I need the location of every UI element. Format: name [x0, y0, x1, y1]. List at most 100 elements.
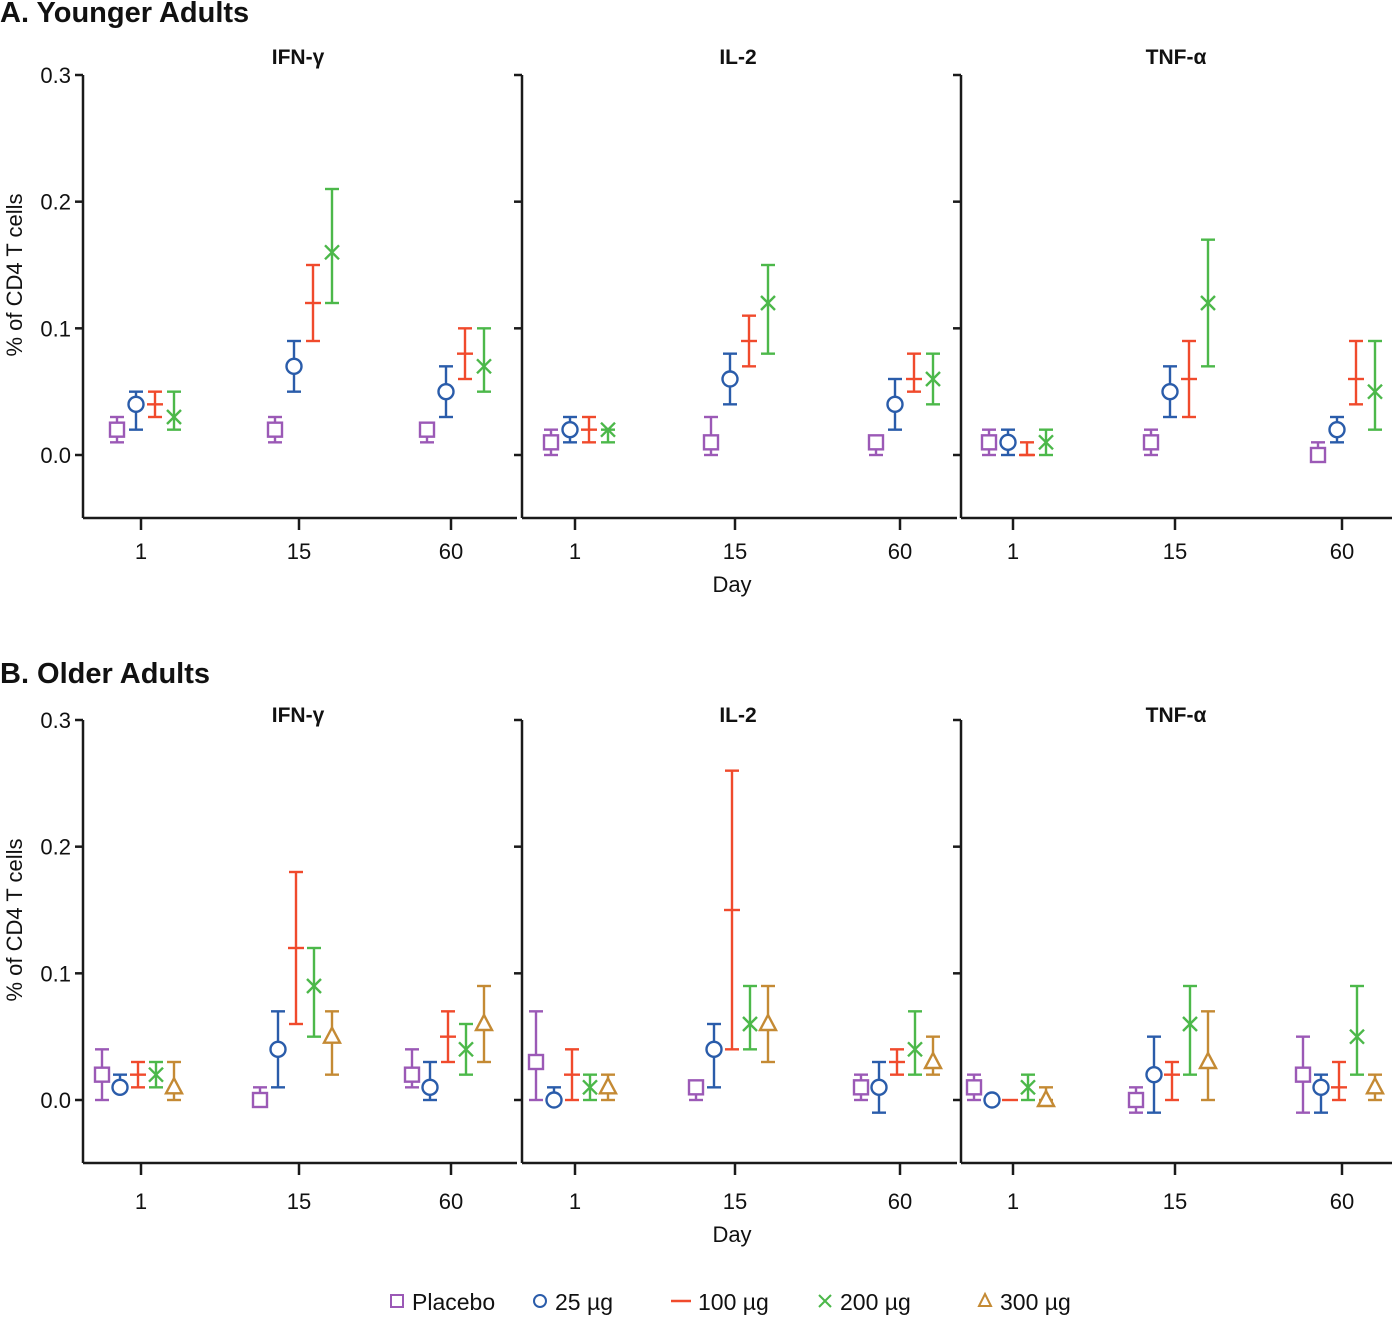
series-25-g — [545, 1022, 888, 1114]
data-point — [148, 1060, 164, 1089]
triangle-marker — [322, 1025, 342, 1044]
x-tick-label: 1 — [1007, 1189, 1019, 1214]
x-tick-label: 1 — [569, 1189, 581, 1214]
section-title: A. Younger Adults — [0, 0, 249, 29]
data-point — [852, 1073, 870, 1102]
circle-marker — [545, 1091, 563, 1109]
data-point — [886, 377, 904, 431]
panel-il-2: IL-2 1 15 60 — [514, 46, 957, 564]
y-tick-label: 0.0 — [40, 1088, 71, 1113]
data-point — [906, 352, 922, 393]
data-point — [1164, 1060, 1180, 1102]
x-marker — [600, 421, 616, 438]
triangle-marker — [598, 1075, 618, 1095]
square-marker — [1142, 434, 1160, 451]
data-point — [266, 415, 284, 444]
legend-item-25-g: 25 µg — [533, 1289, 613, 1315]
x-marker — [1200, 295, 1216, 311]
y-tick-label: 0.2 — [40, 835, 71, 860]
panel-title: IFN-γ — [272, 704, 325, 727]
data-point — [1349, 984, 1365, 1076]
x-tick-label: 15 — [723, 539, 747, 564]
y-tick-label: 0.2 — [40, 190, 71, 215]
triangle-marker — [1365, 1075, 1385, 1095]
series-100-g — [147, 263, 473, 419]
x-marker — [1038, 434, 1054, 451]
data-point — [889, 1048, 905, 1076]
x-tick-label: 60 — [1330, 539, 1354, 564]
legend-label: Placebo — [412, 1289, 495, 1315]
data-point — [907, 1010, 923, 1076]
data-point — [999, 428, 1017, 457]
data-point — [403, 1048, 421, 1089]
legend-item-200-g: 200 µg — [818, 1289, 911, 1315]
x-marker — [324, 244, 340, 261]
section-title: B. Older Adults — [0, 658, 210, 690]
triangle-icon — [977, 1291, 993, 1307]
data-point — [581, 415, 597, 444]
data-point — [1198, 1010, 1218, 1102]
x-marker — [582, 1079, 598, 1096]
data-point — [1200, 238, 1216, 368]
data-point — [542, 428, 560, 457]
square-marker — [1294, 1066, 1312, 1083]
circle-marker — [886, 395, 904, 414]
x-axis-label: Day — [712, 572, 751, 597]
series-200-g — [148, 946, 474, 1089]
series-placebo — [527, 1010, 870, 1102]
square-marker — [418, 421, 436, 438]
x-tick-label: 15 — [1163, 539, 1187, 564]
data-point — [1331, 1060, 1347, 1102]
data-point — [1294, 1035, 1312, 1114]
circle-marker — [705, 1040, 723, 1059]
data-point — [702, 415, 720, 457]
triangle-marker — [758, 1012, 778, 1032]
square-marker — [867, 434, 885, 451]
data-point — [758, 984, 778, 1064]
square-marker — [1309, 446, 1327, 464]
data-point — [724, 769, 740, 1051]
square-marker — [687, 1079, 705, 1096]
series-100-g — [1002, 1060, 1347, 1102]
data-point — [1127, 1086, 1145, 1114]
series-25-g — [561, 352, 904, 444]
circle-marker — [721, 370, 739, 388]
x-marker — [1020, 1079, 1036, 1096]
series-200-g — [582, 984, 923, 1102]
circle-marker — [870, 1078, 888, 1097]
triangle-marker — [923, 1050, 943, 1070]
panel-title: TNF-α — [1146, 704, 1207, 727]
x-marker — [907, 1041, 923, 1058]
series-300-g — [1036, 1010, 1385, 1108]
y-axis-label: % of CD4 T cells — [2, 193, 27, 356]
circle-marker — [1161, 382, 1179, 401]
series-25-g — [983, 1035, 1330, 1114]
data-point — [1367, 339, 1383, 431]
x-marker — [1182, 1016, 1198, 1032]
data-point — [1038, 428, 1054, 457]
circle-marker — [437, 382, 455, 401]
x-tick-label: 60 — [1330, 1189, 1354, 1214]
data-point — [925, 352, 941, 406]
series-25-g — [111, 1010, 439, 1102]
data-point — [440, 1010, 456, 1064]
data-point — [324, 187, 340, 305]
data-point — [527, 1010, 545, 1102]
data-point — [1036, 1086, 1056, 1108]
x-marker — [1349, 1028, 1365, 1045]
x-marker — [1367, 383, 1383, 400]
data-point — [108, 415, 126, 444]
series-25-g — [127, 339, 455, 431]
x-marker — [925, 371, 941, 387]
legend-label: 25 µg — [555, 1289, 613, 1315]
circle-marker — [285, 357, 303, 376]
data-point — [564, 1048, 580, 1102]
x-axis-label: Day — [712, 1222, 751, 1247]
data-point — [741, 314, 757, 368]
square-marker — [1127, 1091, 1145, 1109]
data-point — [166, 390, 182, 431]
data-point — [980, 428, 998, 457]
data-point — [458, 1022, 474, 1076]
circle-marker — [999, 433, 1017, 452]
